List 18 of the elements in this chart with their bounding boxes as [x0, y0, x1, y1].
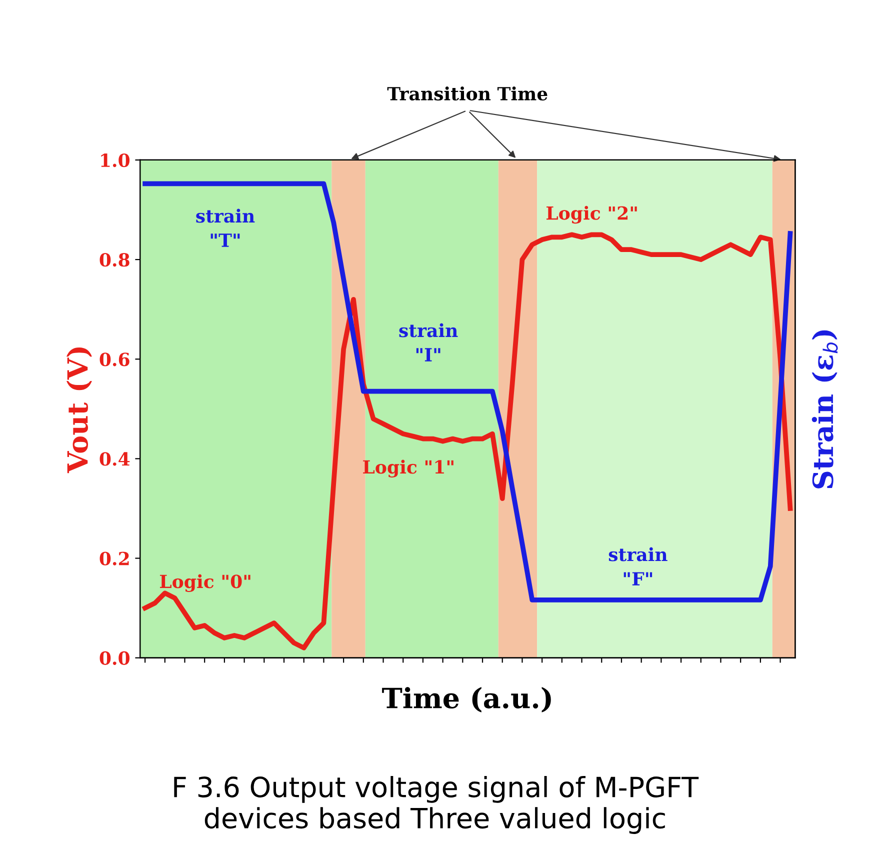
y-tick-label: 0.8: [100, 253, 130, 267]
y-axis-title: Vout (V): [66, 348, 92, 474]
text: F 3.6 Output voltage signal of M-PGFT devices based Three valued logic: [174, 776, 699, 834]
annotation: strain "F": [608, 547, 668, 586]
chart-title: Transition Time: [387, 86, 548, 101]
annotation: Logic "2": [546, 206, 637, 224]
y-tick-label: 1.0: [101, 153, 130, 168]
y-tick-label: 0.6: [100, 352, 130, 366]
y-tick-label: 0.0: [100, 651, 130, 665]
annotation: Logic "0": [160, 574, 250, 592]
line-series: [142, 232, 793, 650]
annotation: strain "I": [399, 323, 458, 362]
y2-axis-title: Strain (ε$_{b}$): [812, 330, 838, 488]
annotation: strain "T": [196, 208, 255, 247]
x-axis-title: Time (a.u.): [382, 686, 551, 712]
y-tick-label: 0.4: [100, 452, 130, 466]
annotation: Logic "1": [363, 460, 454, 478]
y-tick-label: 0.2: [100, 552, 129, 566]
